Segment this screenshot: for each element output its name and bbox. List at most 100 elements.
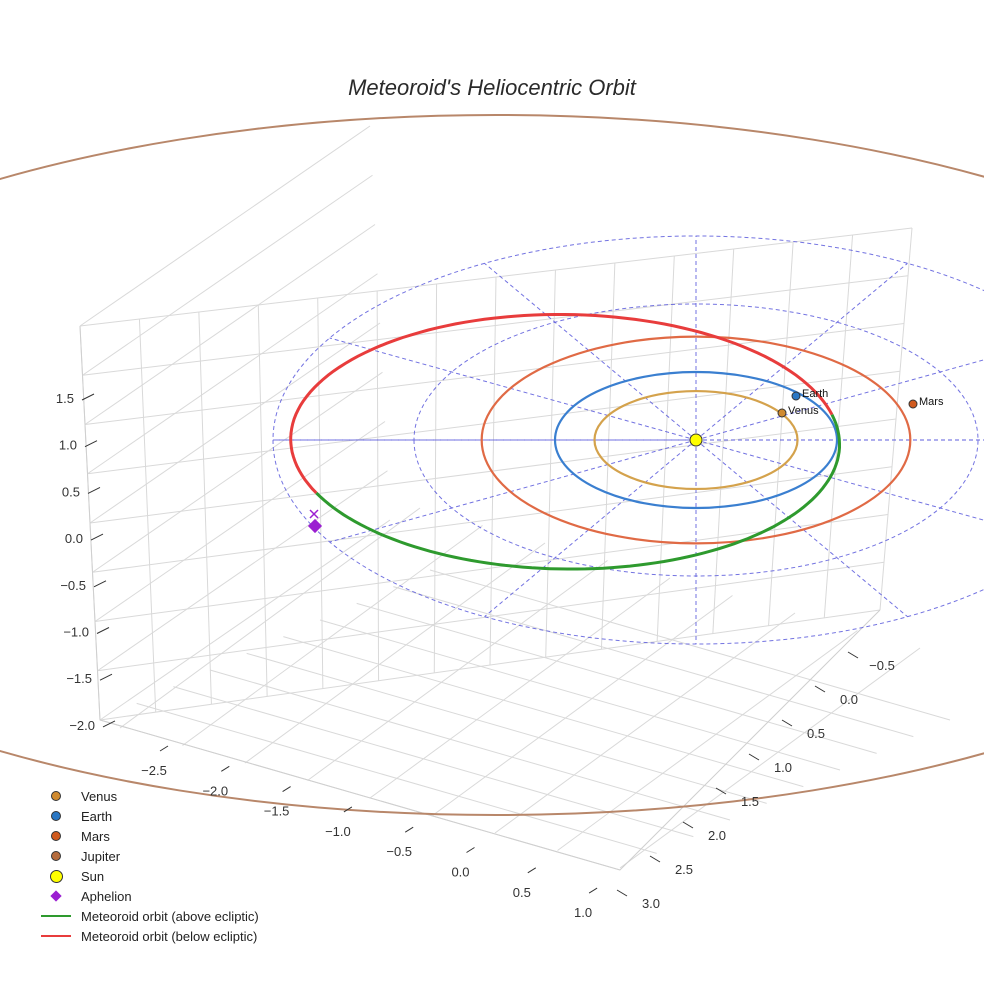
chart-title: Meteoroid's Heliocentric Orbit xyxy=(348,75,637,100)
grid-line xyxy=(84,224,376,425)
mars-marker xyxy=(908,399,918,409)
z-tick-label: 0.5 xyxy=(62,484,80,499)
legend-label: Earth xyxy=(81,808,113,824)
grid-line xyxy=(429,569,951,721)
grid-line xyxy=(619,647,921,869)
z-tick-mark xyxy=(84,440,98,448)
grid-line xyxy=(283,636,804,788)
grid-line xyxy=(82,174,373,376)
y-tick-label: 0.0 xyxy=(840,692,858,707)
z-tick-mark xyxy=(90,533,104,541)
y-tick-label: −0.5 xyxy=(869,658,895,673)
z-tick-label: −2.0 xyxy=(69,718,95,733)
grid-line xyxy=(494,612,796,834)
z-tick-label: −1.5 xyxy=(66,671,92,686)
reference-spoke xyxy=(329,337,697,441)
legend-label: Sun xyxy=(81,868,105,884)
legend-swatch xyxy=(36,906,76,926)
z-tick-mark xyxy=(99,673,113,681)
legend-swatch xyxy=(36,846,76,866)
sun-marker xyxy=(689,433,703,447)
x-tick-mark xyxy=(343,806,353,813)
legend-entry: Aphelion xyxy=(36,886,259,906)
x-tick-mark xyxy=(404,826,414,833)
legend-swatch xyxy=(36,886,76,906)
y-tick-label: 3.0 xyxy=(642,896,660,911)
meteoroid-orbit-below xyxy=(289,313,834,495)
x-tick-label: −1.5 xyxy=(264,804,290,819)
reference-circle xyxy=(272,235,984,645)
x-tick-label: −0.5 xyxy=(386,844,412,859)
grid-line xyxy=(92,466,893,573)
reference-spoke xyxy=(695,359,984,441)
jupiter-orbit xyxy=(0,114,984,816)
x-tick-mark xyxy=(466,847,475,853)
reference-spoke xyxy=(484,439,697,618)
x-tick-mark xyxy=(282,786,291,793)
earth-label: Earth xyxy=(802,388,828,400)
x-tick-label: 1.0 xyxy=(574,905,592,920)
z-tick-label: 1.5 xyxy=(56,391,74,406)
venus-marker xyxy=(777,408,787,418)
planet-orbits-group xyxy=(480,335,912,545)
grid-line xyxy=(92,371,383,573)
aphelion-cross-marker xyxy=(309,509,319,519)
grid-line xyxy=(432,595,733,816)
grid-line xyxy=(89,322,381,524)
y-tick-mark xyxy=(715,787,727,795)
grid-line xyxy=(87,370,901,475)
legend-label: Meteoroid orbit (below ecliptic) xyxy=(81,928,258,944)
grid-line xyxy=(246,652,767,804)
markers-group: Venus Earth Mars xyxy=(307,388,944,534)
z-tick-label: −1.0 xyxy=(63,625,89,640)
grid-line xyxy=(87,273,378,475)
jupiter-orbit-group xyxy=(0,114,984,816)
legend-swatch xyxy=(36,826,76,846)
z-tick-mark xyxy=(81,393,95,401)
y-tick-mark xyxy=(682,821,694,829)
legend: Venus Earth Mars Jupiter Sun Aphelion Meteoroi… xyxy=(36,786,259,946)
x-tick-label: −2.0 xyxy=(202,783,228,798)
grid-line xyxy=(94,421,386,622)
legend-entry: Meteoroid orbit (above ecliptic) xyxy=(36,906,259,926)
z-tick-mark xyxy=(102,720,116,728)
z-tick-mark xyxy=(96,627,110,634)
y-tick-mark xyxy=(649,855,661,863)
earth-orbit xyxy=(553,370,839,510)
axis-box-line xyxy=(79,325,881,871)
y-tick-mark xyxy=(616,889,628,897)
legend-label: Mars xyxy=(81,828,110,844)
x-tick-label: −2.5 xyxy=(141,763,167,778)
grid-line xyxy=(99,519,391,721)
reference-grid-group xyxy=(272,235,984,645)
grid-line xyxy=(557,630,858,851)
grid-line xyxy=(209,669,731,821)
legend-swatch xyxy=(36,806,76,826)
reference-spoke xyxy=(484,262,697,441)
x-tick-mark xyxy=(588,887,598,894)
y-tick-label: 0.5 xyxy=(807,726,825,741)
x-tick-mark xyxy=(221,765,230,772)
legend-entry: Meteoroid orbit (below ecliptic) xyxy=(36,926,259,946)
x-tick-mark xyxy=(527,867,537,874)
grid-line xyxy=(89,418,897,524)
z-tick-label: 0.0 xyxy=(65,531,83,546)
grid-line xyxy=(82,275,909,376)
mars-orbit xyxy=(480,335,912,545)
meteoroid-orbit-above xyxy=(315,413,841,571)
y-tick-label: 1.5 xyxy=(741,794,759,809)
y-tick-mark xyxy=(814,685,826,693)
grid-line xyxy=(319,619,841,771)
y-tick-label: 2.5 xyxy=(675,862,693,877)
grid-line xyxy=(97,561,885,672)
grid-line xyxy=(393,586,914,738)
z-tick-label: 1.0 xyxy=(59,438,77,453)
aphelion-marker xyxy=(307,518,323,534)
grid-line xyxy=(182,525,483,746)
x-tick-mark xyxy=(159,745,169,752)
legend-entry: Venus xyxy=(36,786,259,806)
legend-label: Aphelion xyxy=(81,888,132,904)
reference-spoke xyxy=(695,262,908,441)
grid-line xyxy=(79,227,913,327)
